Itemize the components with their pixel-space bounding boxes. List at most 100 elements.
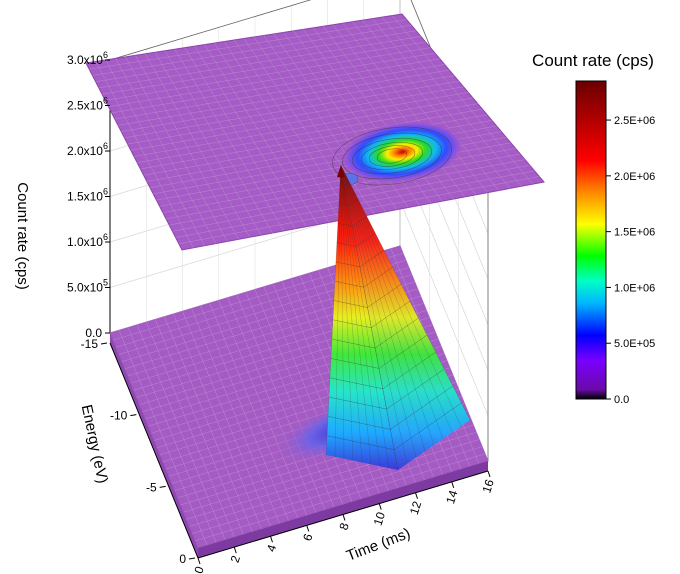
z-tick-label: 5.0x105 — [67, 278, 108, 295]
peak-mesh-line — [340, 165, 462, 427]
peak-mesh-line — [336, 232, 376, 247]
projection-mesh-line — [101, 41, 426, 95]
z-tick-exponent: 6 — [103, 96, 108, 106]
energy-tick-mark — [159, 485, 166, 488]
z-tick-exponent: 5 — [103, 278, 108, 288]
z-tick-exponent: 6 — [103, 232, 108, 242]
time-tick-label: 2 — [228, 553, 243, 564]
surface-mesh-line — [189, 439, 480, 527]
time-tick-label: 14 — [443, 488, 461, 505]
colorbar-scale — [575, 80, 607, 400]
projection-mesh-line — [127, 86, 464, 145]
projection-contour — [342, 132, 442, 180]
projection-mesh-line — [140, 108, 483, 170]
time-tick-label: 12 — [407, 499, 425, 516]
projection-contour — [352, 137, 432, 175]
peak-mesh-line — [326, 402, 462, 450]
peak-mesh-line — [337, 216, 367, 227]
time-tick-mark — [415, 492, 418, 499]
time-axis-title: Time (ms) — [344, 525, 413, 565]
peak-mesh-line — [338, 199, 359, 207]
peak-mesh-line — [340, 165, 417, 458]
projection-mesh-line — [98, 36, 421, 89]
peak-mesh-line — [340, 165, 408, 464]
time-tick-mark — [342, 514, 346, 521]
colorbar-tick-label: 5.0E+05 — [614, 338, 655, 350]
time-tick-label: 4 — [264, 543, 279, 554]
peak-left-face — [326, 165, 398, 471]
colorbar-tick-label: 1.0E+06 — [614, 282, 655, 294]
energy-tick-label: -5 — [146, 480, 157, 494]
energy-axis-ticks: 0 -5 -10 -15 — [81, 337, 199, 566]
peak-mesh-line — [334, 266, 393, 288]
projection-hotspot — [340, 121, 464, 183]
colorbar-title: Count rate (cps) — [532, 51, 654, 70]
peak-mesh-line — [340, 165, 453, 433]
surface-edge — [198, 461, 488, 558]
z-tick-label: 1.5x106 — [67, 187, 108, 204]
projection-mesh-line — [124, 80, 459, 139]
z-tick-exponent: 6 — [103, 141, 108, 151]
colorbar-ticks: 0.0 5.0E+05 1.0E+06 1.5E+06 2.0E+06 2.5E+06 — [606, 115, 655, 406]
z-tick-label: 2.0x106 — [67, 141, 108, 158]
peak-mesh-line — [340, 165, 354, 461]
peak-mesh-line — [340, 165, 390, 469]
time-tick-mark — [378, 503, 382, 510]
peak-mesh-line — [340, 165, 426, 452]
time-tick-mark — [270, 536, 273, 543]
peak-mesh-line — [327, 385, 453, 430]
projection-contour — [332, 126, 452, 186]
time-tick-label: 8 — [336, 521, 351, 532]
z-tick-exponent: 6 — [103, 50, 108, 60]
colorbar-tick-label: 2.0E+06 — [614, 171, 655, 183]
peak-mesh-line — [330, 334, 428, 369]
projection-contour — [376, 148, 408, 164]
time-tick-label: 16 — [479, 477, 497, 494]
peak-mesh-line — [332, 300, 410, 329]
peak-mesh-line — [331, 317, 419, 349]
peak-mesh-line — [328, 368, 445, 410]
energy-tick-mark — [100, 342, 108, 345]
peak-mesh-line — [340, 165, 345, 459]
energy-tick-label: -10 — [110, 409, 128, 423]
time-tick-mark — [233, 546, 237, 554]
projection-contour — [368, 145, 416, 167]
z-tick-label: 0.0 — [85, 326, 102, 340]
peak-mesh-line — [334, 165, 342, 457]
colorbar-tick-label: 0.0 — [614, 394, 629, 406]
time-tick-label: 6 — [300, 532, 315, 543]
peak-surface — [325, 165, 471, 471]
projection-mesh-line — [92, 24, 412, 76]
projection-mesh-line — [111, 58, 440, 114]
z-tick-label: 1.0x106 — [67, 232, 108, 249]
peak-mesh-line — [340, 165, 444, 439]
projection-mesh-line — [89, 19, 407, 70]
z-tick-label: 3.0x106 — [67, 50, 108, 67]
energy-tick-label: 0 — [179, 552, 186, 566]
time-tick-label: 0 — [191, 564, 206, 574]
peak-mesh-line — [340, 165, 399, 471]
energy-axis-line — [109, 342, 199, 559]
peak-mesh-line — [340, 165, 399, 471]
peak-right-face — [340, 165, 470, 471]
time-tick-mark — [306, 525, 310, 532]
peak-mesh-line — [340, 165, 372, 465]
surface-mesh-line — [192, 446, 483, 534]
projection-mesh-line — [95, 30, 417, 82]
colorbar: Count rate (cps) 0.0 5.0E+05 1.0E+06 1.5E+0… — [532, 51, 655, 406]
projection-contour — [360, 142, 424, 170]
z-tick-exponent: 6 — [103, 187, 108, 197]
peak-mesh-line — [340, 165, 471, 421]
peak-mesh-line — [335, 249, 385, 268]
projection-mesh-line — [133, 97, 474, 157]
time-tick-mark — [487, 470, 491, 478]
projection-mesh-line — [121, 75, 455, 132]
energy-tick-mark — [130, 414, 137, 417]
projection-mesh-line — [105, 47, 431, 101]
peak-mesh-line — [339, 182, 350, 186]
projection-mesh-line — [137, 103, 478, 163]
projection-mesh-line — [114, 64, 445, 120]
z-axis-title: Count rate (cps) — [14, 182, 31, 290]
peak-apex — [336, 165, 345, 178]
